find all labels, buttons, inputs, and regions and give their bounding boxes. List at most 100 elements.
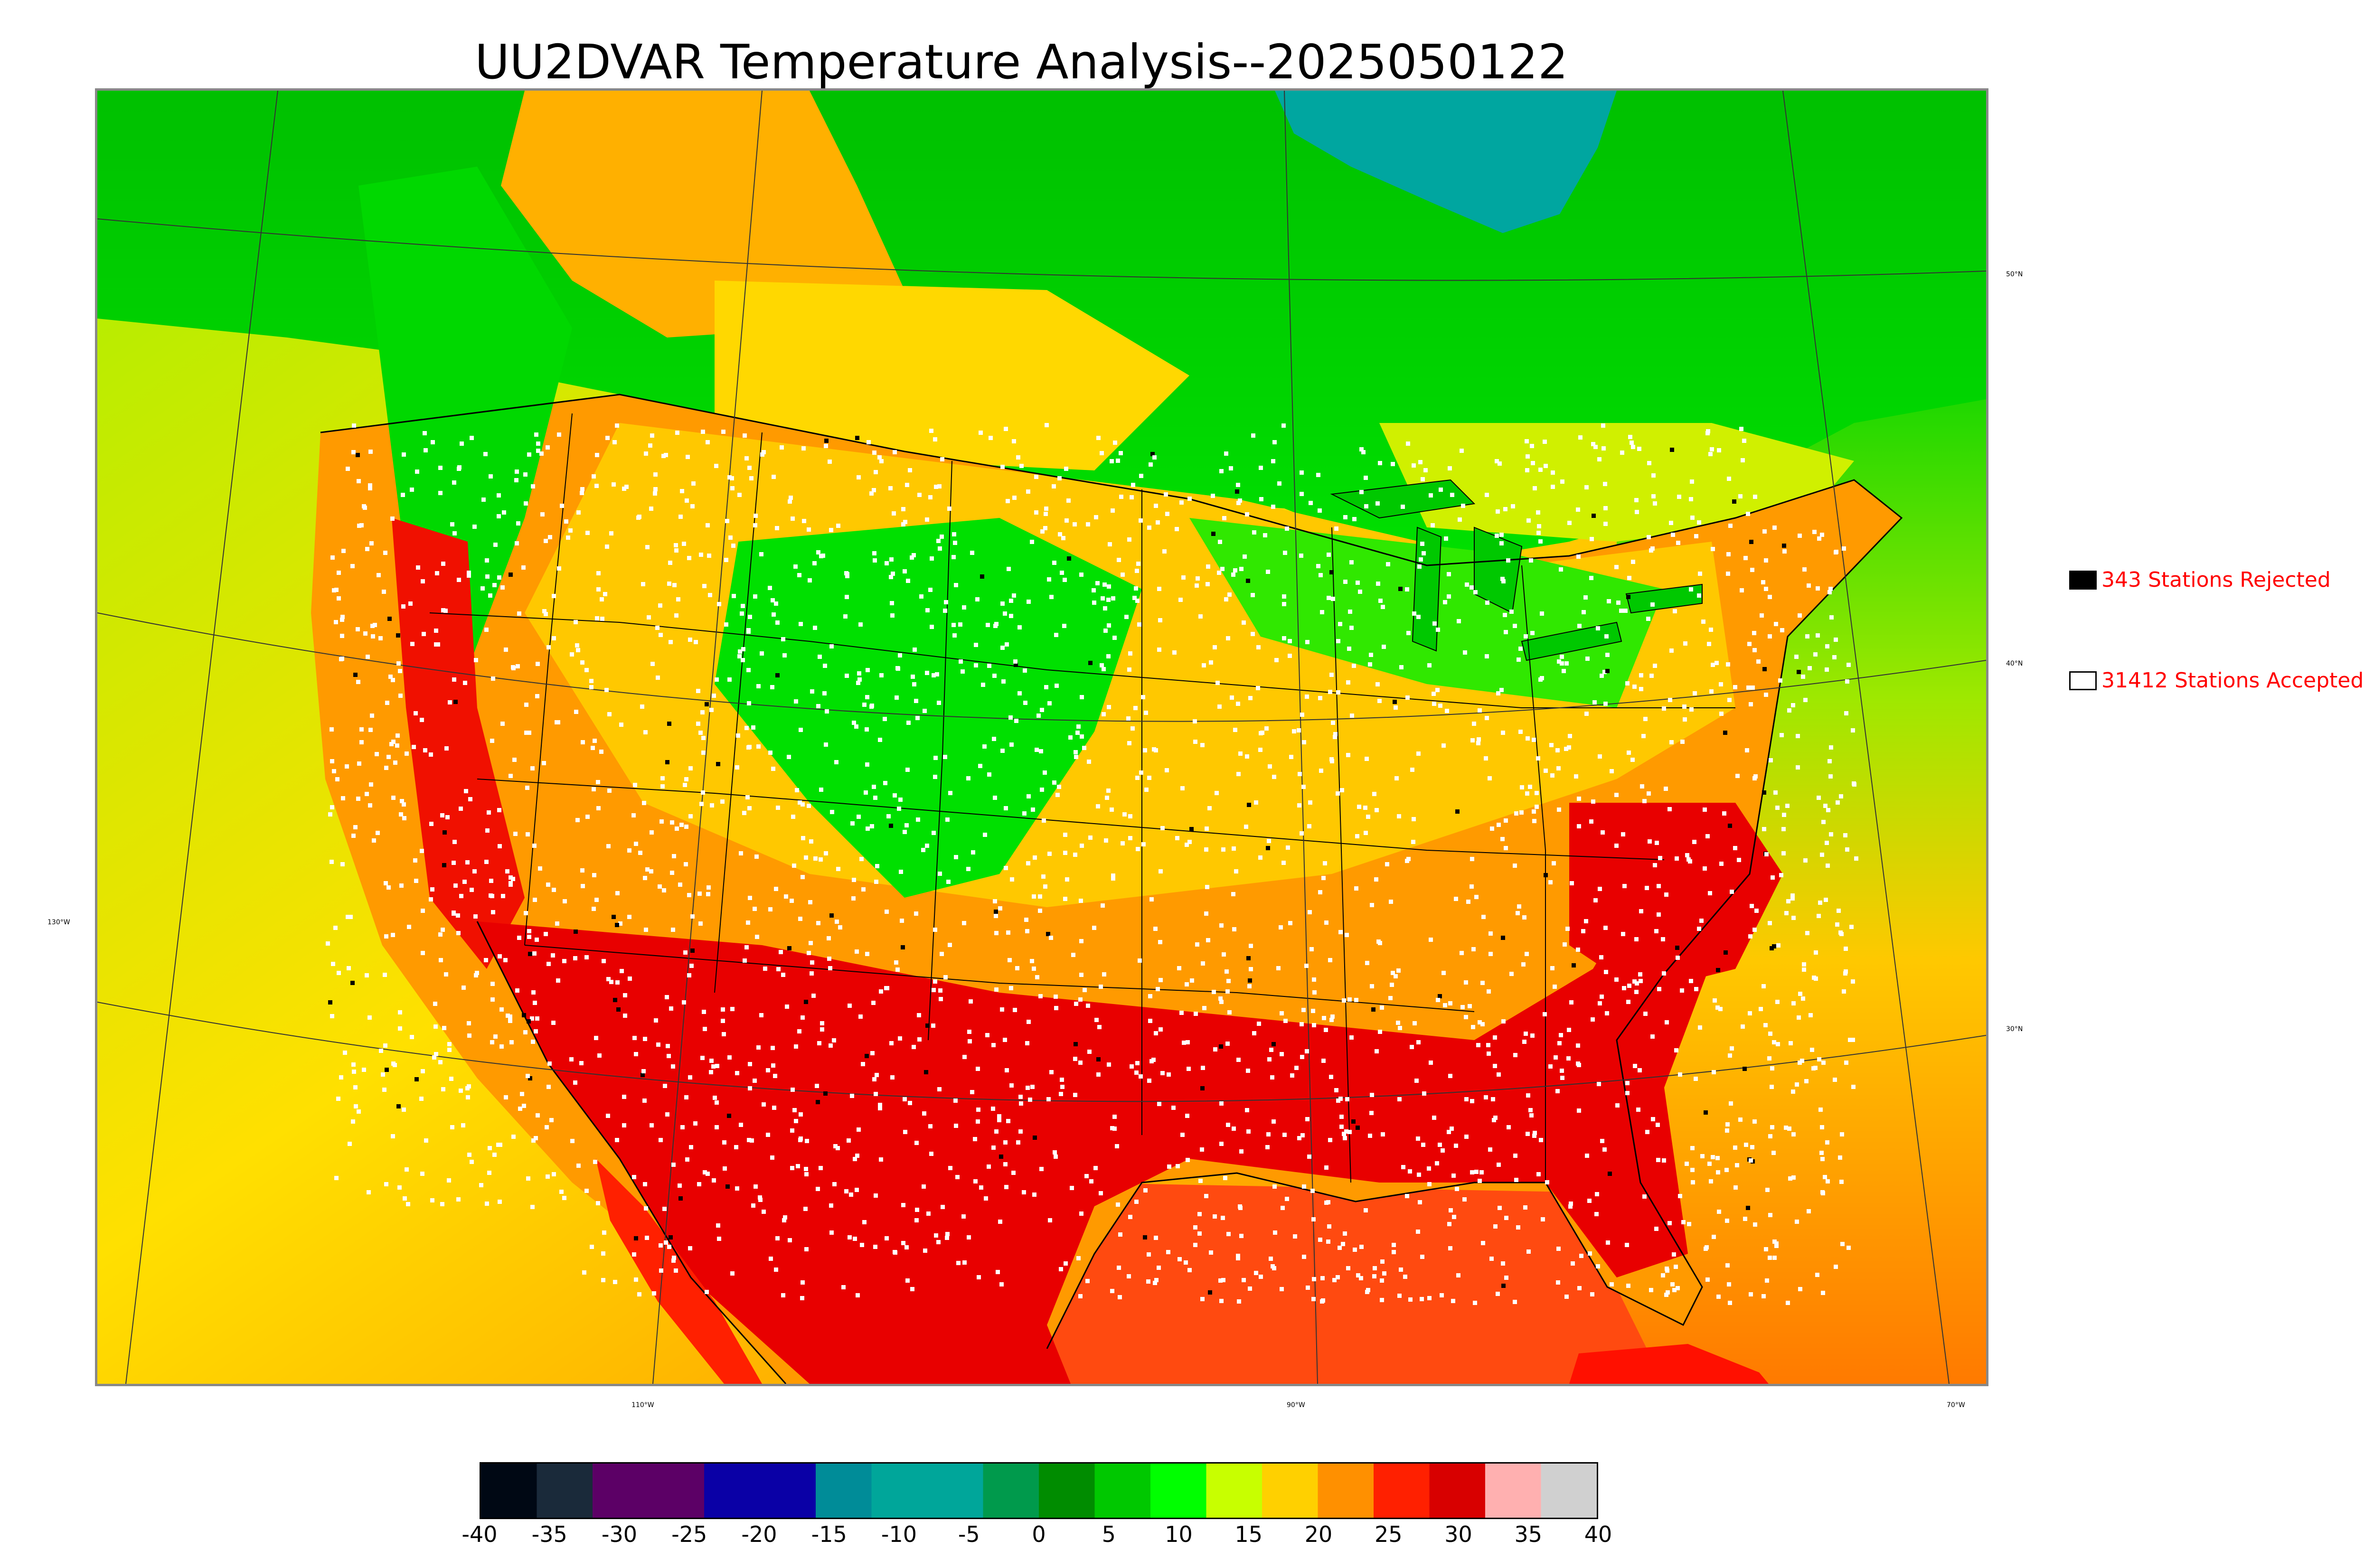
station-marker xyxy=(1226,1232,1231,1236)
station-marker xyxy=(1845,847,1849,852)
station-marker xyxy=(1107,1062,1111,1067)
station-marker xyxy=(933,756,938,760)
station-marker xyxy=(1030,540,1034,544)
station-marker xyxy=(517,611,521,616)
station-marker xyxy=(1204,911,1208,916)
station-marker xyxy=(430,1198,434,1202)
station-marker xyxy=(700,1056,705,1060)
station-marker xyxy=(1816,586,1820,591)
station-marker xyxy=(904,1245,909,1249)
station-marker xyxy=(701,751,706,755)
station-marker xyxy=(632,1252,636,1257)
station-marker xyxy=(1401,505,1405,509)
station-marker xyxy=(698,921,703,926)
station-marker xyxy=(1343,515,1347,519)
station-marker xyxy=(1073,853,1077,857)
station-marker xyxy=(776,967,781,971)
station-marker xyxy=(1117,558,1121,562)
station-marker xyxy=(723,1166,727,1171)
station-marker xyxy=(893,793,897,798)
station-marker xyxy=(391,1061,396,1066)
station-marker xyxy=(1137,622,1141,627)
station-marker xyxy=(912,553,916,557)
station-marker xyxy=(391,933,395,937)
station-marker xyxy=(1441,971,1446,975)
station-marker xyxy=(1154,504,1158,508)
station-marker xyxy=(706,523,710,527)
station-marker xyxy=(384,766,388,770)
station-marker xyxy=(1598,887,1602,891)
station-marker xyxy=(1797,670,1801,674)
station-marker xyxy=(432,1055,436,1060)
station-marker xyxy=(459,807,463,811)
station-marker xyxy=(616,1007,621,1012)
station-marker xyxy=(1235,489,1239,494)
station-marker xyxy=(915,1208,919,1212)
station-marker xyxy=(994,914,998,918)
station-marker xyxy=(715,1100,719,1105)
station-marker xyxy=(1789,1041,1793,1045)
station-marker xyxy=(1768,1134,1772,1138)
station-marker xyxy=(1009,1083,1014,1088)
station-marker xyxy=(1773,790,1778,795)
station-marker xyxy=(481,498,486,502)
station-marker xyxy=(1821,1061,1826,1065)
station-marker xyxy=(1048,1218,1052,1222)
station-marker xyxy=(1555,1089,1560,1093)
station-marker xyxy=(1271,459,1275,463)
station-marker xyxy=(1265,1145,1270,1149)
temperature-colorbar xyxy=(480,1462,1598,1519)
colorbar-tick-label: -5 xyxy=(958,1521,980,1547)
station-marker xyxy=(1246,956,1251,960)
station-marker xyxy=(1394,705,1398,710)
station-marker xyxy=(730,476,734,480)
station-marker xyxy=(623,993,627,997)
station-marker xyxy=(1334,1088,1338,1092)
station-marker xyxy=(1840,1132,1844,1136)
station-marker xyxy=(792,864,796,868)
station-marker xyxy=(1514,811,1518,816)
station-marker xyxy=(575,643,579,648)
station-marker xyxy=(668,561,672,565)
station-marker xyxy=(1694,1077,1698,1081)
station-marker xyxy=(834,760,838,764)
station-marker xyxy=(1302,1184,1306,1189)
station-marker xyxy=(1078,1294,1083,1298)
station-marker xyxy=(1544,873,1548,877)
station-marker xyxy=(389,742,394,746)
station-marker xyxy=(919,594,923,599)
station-marker xyxy=(787,946,791,950)
station-marker xyxy=(1343,580,1347,584)
station-marker xyxy=(433,1002,437,1006)
station-marker xyxy=(659,1138,663,1142)
station-marker xyxy=(643,1037,647,1041)
station-marker xyxy=(712,694,716,698)
station-marker xyxy=(429,897,433,901)
colorbar-tick-label: 0 xyxy=(1032,1521,1046,1547)
station-marker xyxy=(1030,1085,1035,1089)
station-marker xyxy=(1807,1209,1811,1213)
station-marker xyxy=(556,978,560,983)
station-marker xyxy=(1185,1114,1189,1118)
legend-rejected-label: 343 Stations Rejected xyxy=(2101,568,2331,592)
station-marker xyxy=(1772,526,1777,530)
station-marker xyxy=(1538,677,1543,682)
station-marker xyxy=(925,517,929,522)
station-marker xyxy=(1732,499,1736,504)
station-marker xyxy=(666,1044,670,1048)
station-marker xyxy=(1639,909,1643,913)
station-marker xyxy=(1194,1012,1198,1016)
station-marker xyxy=(1219,923,1224,928)
station-marker xyxy=(1035,975,1039,979)
station-marker xyxy=(801,802,805,807)
station-marker xyxy=(464,789,468,793)
station-marker xyxy=(1049,1070,1054,1074)
station-marker xyxy=(461,1123,465,1127)
station-marker xyxy=(499,1044,504,1049)
station-marker xyxy=(717,1237,721,1241)
station-marker xyxy=(1578,435,1583,440)
station-marker xyxy=(1707,642,1711,646)
station-marker xyxy=(1650,1034,1655,1039)
station-marker xyxy=(1412,463,1416,468)
station-marker xyxy=(1529,1113,1534,1117)
